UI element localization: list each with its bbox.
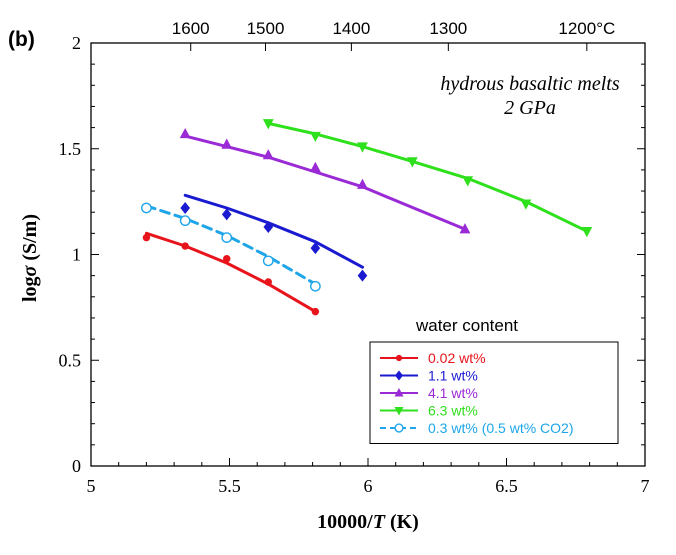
data-point [262, 149, 274, 160]
x-tick-label: 5.5 [218, 476, 241, 496]
data-point [309, 161, 321, 172]
legend: 0.02 wt% 1.1 wt%4.1 wt% 6.3 wt%0.3 wt% (0.… [369, 341, 619, 444]
data-point [357, 178, 368, 189]
annotation-line-2: 2 GPa [504, 97, 556, 119]
data-point [357, 142, 368, 153]
legend-entry: 0.02 wt% [380, 350, 486, 366]
data-point [462, 176, 474, 187]
legend-marker [394, 388, 404, 397]
y-tick-label: 2 [72, 33, 81, 53]
data-point [221, 138, 233, 149]
series-fit-line [144, 231, 317, 314]
legend-marker [394, 407, 404, 416]
x-tick-label: 7 [641, 476, 650, 496]
top-tick-label: 1600 [172, 19, 210, 38]
y-tick-label: 0 [72, 456, 81, 476]
axes-layer: 5 5.5 6 6.5 7 0 0.5 1 1.5 2 1600 1500 1400 1300 1200°C [59, 19, 650, 496]
series-fit-line [144, 204, 317, 286]
data-point [520, 199, 532, 210]
panel-label: (b) [8, 28, 35, 51]
top-tick-label: 1300 [429, 19, 467, 38]
legend-marker [394, 423, 404, 433]
series-3 [179, 127, 471, 234]
data-point [221, 208, 232, 221]
data-point [179, 127, 191, 139]
legend-marker [395, 354, 403, 362]
top-tick-label: 1500 [247, 19, 285, 38]
data-point [406, 157, 418, 168]
data-point [223, 255, 231, 263]
data-point [263, 221, 274, 234]
data-point [309, 280, 321, 292]
y-axis-label: logσ (S/m) [19, 214, 41, 302]
series-fit-line [183, 134, 467, 231]
data-point [357, 269, 368, 282]
data-point [141, 202, 152, 214]
top-tick-label: 1400 [332, 19, 370, 38]
legend-entry: 1.1 wt% [380, 368, 478, 384]
series-1 [142, 231, 320, 316]
data-point [459, 223, 471, 234]
series-2 [180, 193, 368, 282]
legend-label: 0.3 wt% (0.5 wt% CO2) [428, 420, 574, 436]
annotation-line-1: hydrous basaltic melts [440, 73, 619, 95]
legend-title: water content [415, 316, 518, 335]
y-tick-label: 0.5 [59, 350, 82, 370]
data-point [310, 242, 321, 255]
data-point [181, 242, 189, 250]
legend-entry: 4.1 wt% [380, 385, 478, 401]
x-tick-label: 6 [364, 476, 373, 496]
data-point [142, 233, 151, 242]
legend-marker [395, 370, 403, 381]
legend-label: 1.1 wt% [428, 368, 478, 384]
top-tick-label: 1200°C [558, 19, 615, 38]
data-point [180, 201, 190, 214]
data-point [581, 227, 593, 238]
x-axis-label: 10000/T (K) [317, 511, 419, 533]
legend-label: 0.02 wt% [428, 350, 486, 366]
y-tick-label: 1 [72, 245, 81, 265]
x-tick-label: 6.5 [495, 476, 518, 496]
legend-label: 4.1 wt% [428, 385, 478, 401]
x-tick-label: 5 [87, 476, 96, 496]
legend-entry: 0.3 wt% (0.5 wt% CO2) [380, 420, 574, 436]
legend-label: 6.3 wt% [428, 403, 478, 419]
series-5 [141, 202, 321, 292]
y-tick-label: 1.5 [59, 139, 82, 159]
data-point [311, 307, 320, 316]
data-point [262, 255, 274, 267]
data-point [262, 119, 274, 130]
data-point [221, 232, 233, 243]
legend-entry: 6.3 wt% [380, 403, 478, 419]
data-point [264, 278, 272, 286]
series-4 [262, 119, 593, 238]
data-point [309, 131, 321, 143]
data-point [179, 215, 191, 227]
series-layer [141, 119, 593, 316]
